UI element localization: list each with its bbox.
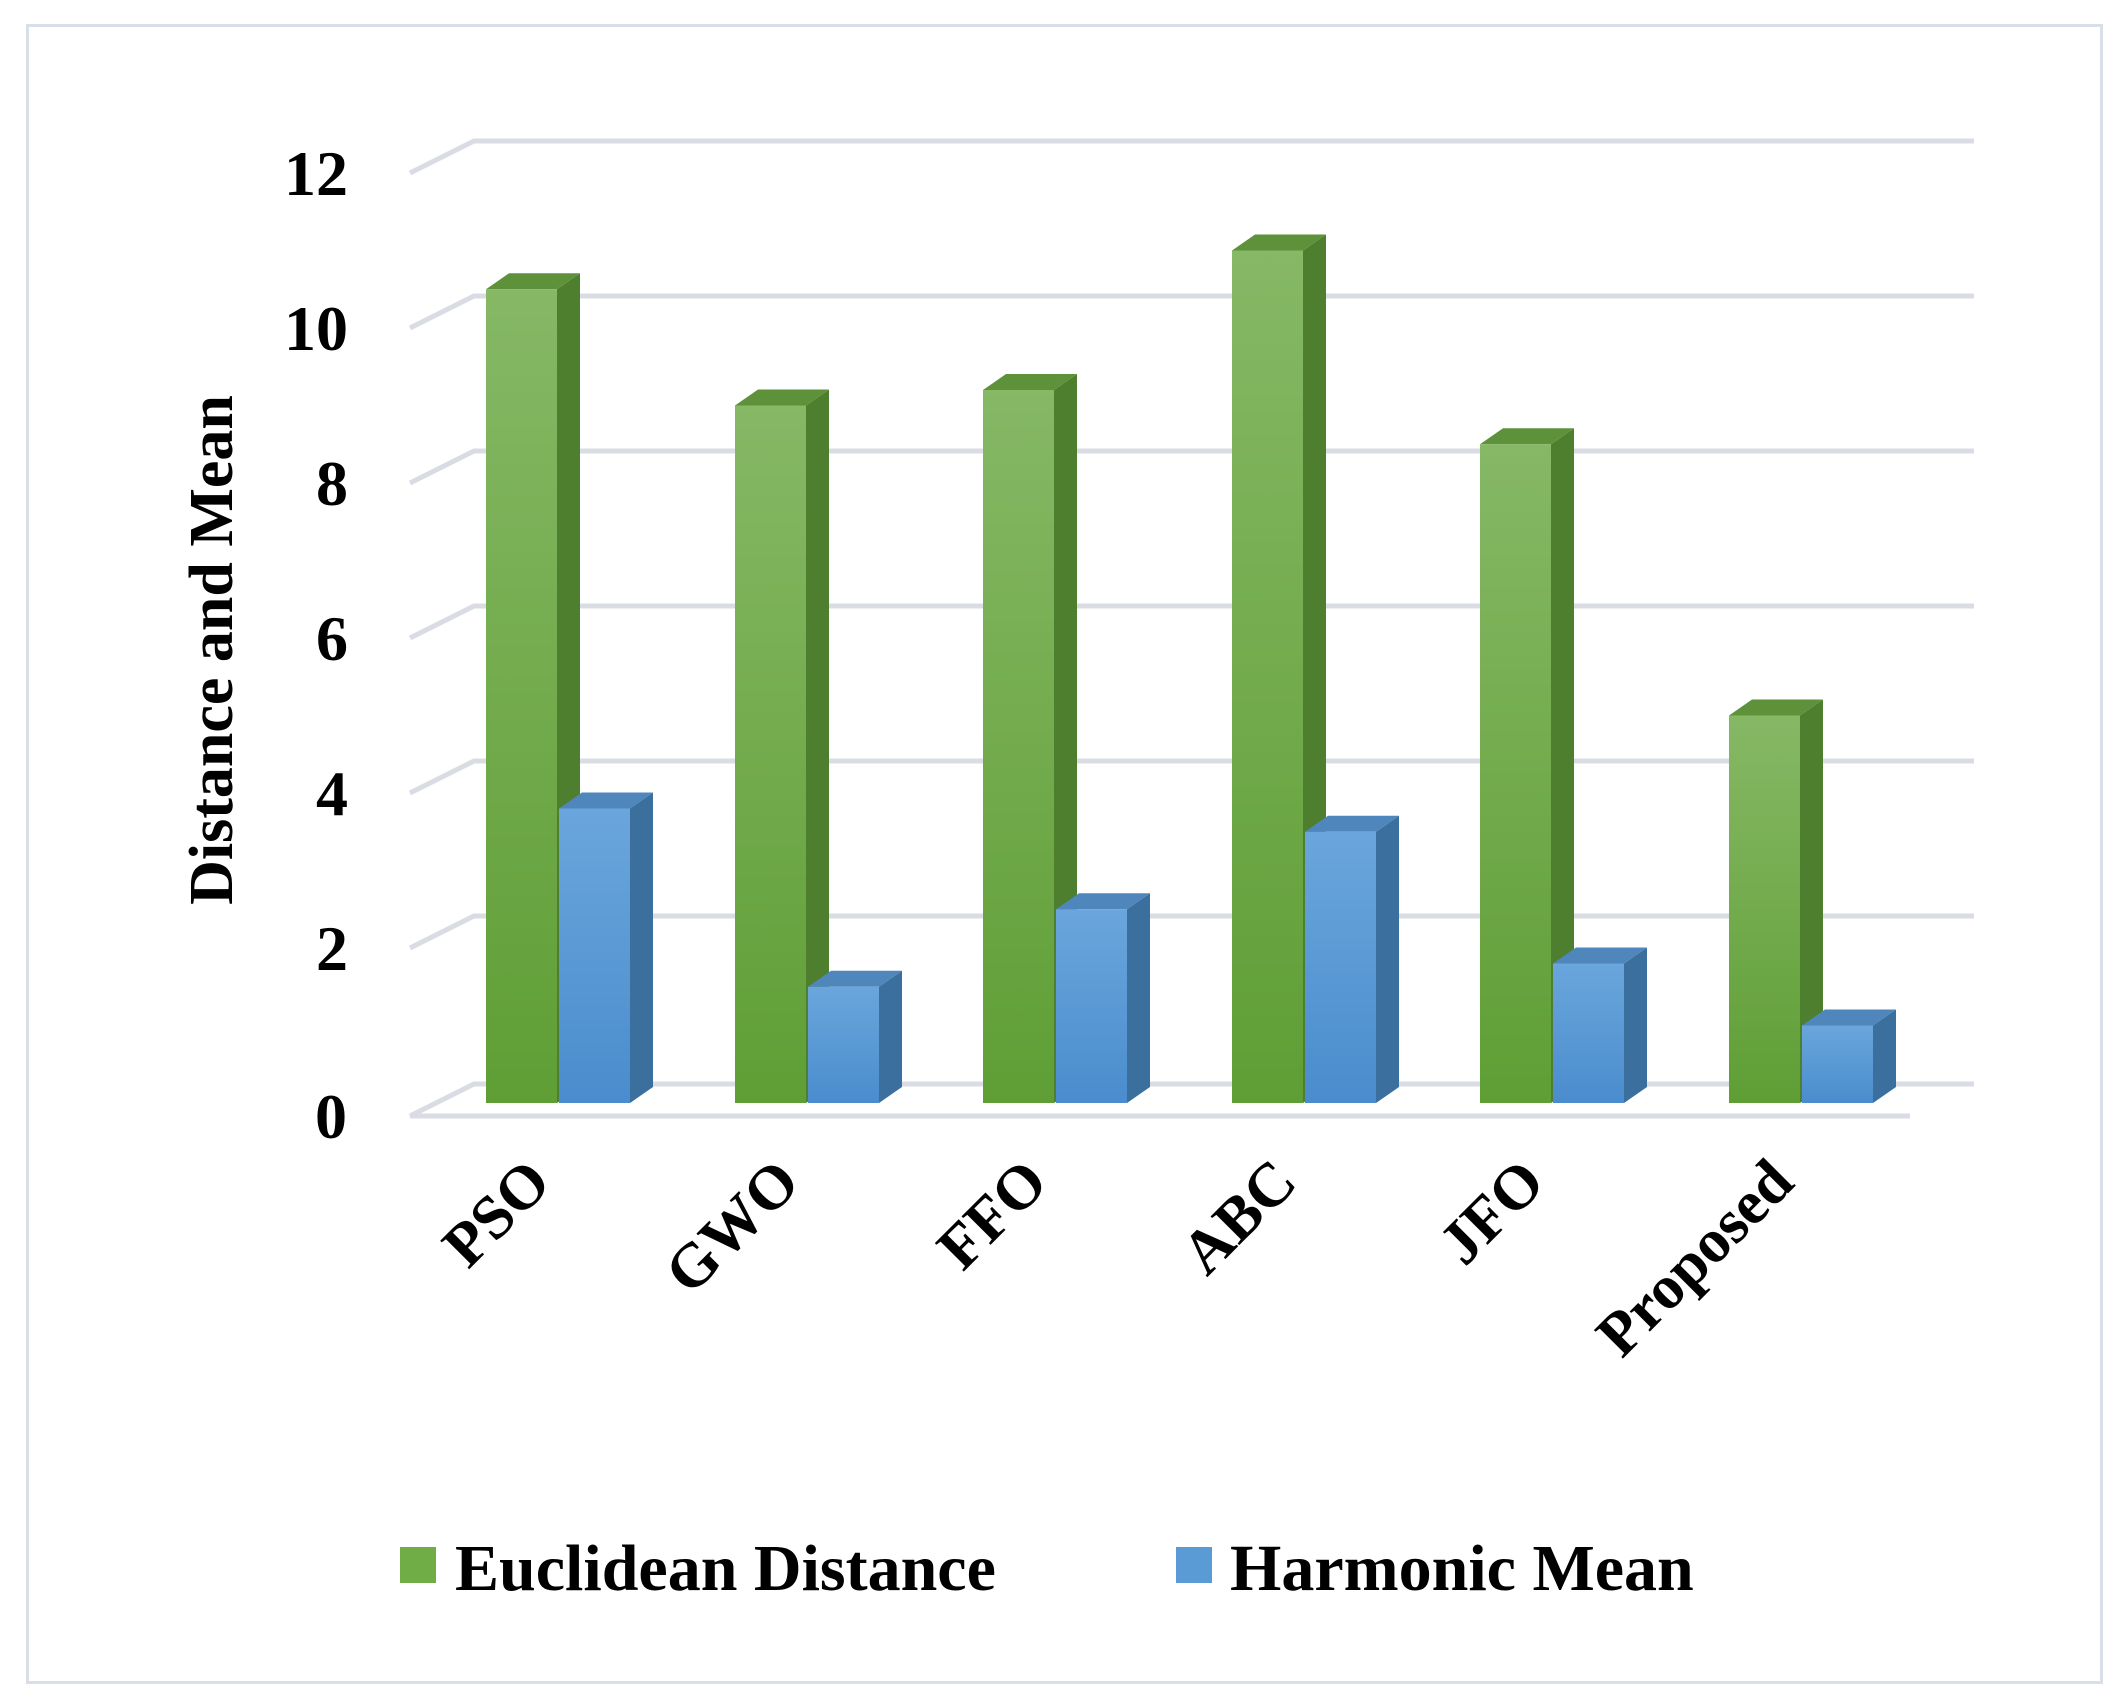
bar-front <box>1305 831 1376 1103</box>
bar-side <box>1376 815 1399 1103</box>
legend-swatch-euclidean <box>400 1547 436 1583</box>
bar-front <box>1056 909 1127 1103</box>
bar-front <box>983 390 1054 1103</box>
gridline <box>408 603 1974 641</box>
bar-jfo-harmonic <box>1553 947 1647 1103</box>
legend: Euclidean Distance Harmonic Mean <box>400 1532 1694 1605</box>
bar-front <box>559 808 630 1103</box>
x-axis-categories: PSO GWO FFO ABC JFO Proposed <box>430 1147 1806 1370</box>
bar-front <box>1729 715 1800 1103</box>
bar-side <box>1800 699 1823 1103</box>
x-category-label: PSO <box>430 1147 563 1280</box>
bar-pso-harmonic <box>559 792 653 1103</box>
bar-abc-harmonic <box>1305 815 1399 1103</box>
bar-top <box>486 273 580 290</box>
legend-label-euclidean: Euclidean Distance <box>455 1532 996 1605</box>
y-tick-label: 8 <box>316 448 348 519</box>
gridline <box>408 293 1974 331</box>
bar-front <box>1232 250 1303 1103</box>
bar-front <box>735 405 806 1103</box>
bar-front <box>1802 1025 1873 1103</box>
bar-front <box>808 986 879 1103</box>
legend-label-harmonic: Harmonic Mean <box>1230 1532 1694 1605</box>
bar-side <box>806 389 829 1103</box>
bar-top <box>808 970 902 987</box>
bar-gwo-harmonic <box>808 970 902 1103</box>
x-category-label: GWO <box>652 1147 812 1307</box>
y-axis-ticks: 0 2 4 6 8 10 12 <box>284 138 348 1152</box>
bar-top <box>1729 699 1823 716</box>
bar-front <box>486 289 557 1103</box>
bar-side <box>1873 1009 1896 1103</box>
bar-top <box>735 389 829 406</box>
y-axis-title: Distance and Mean <box>178 395 246 905</box>
bar-side <box>1551 428 1574 1103</box>
y-tick-label: 12 <box>284 138 348 209</box>
bar-top <box>1802 1009 1896 1026</box>
gridline <box>408 448 1974 486</box>
gridline <box>408 758 1974 796</box>
bar-side <box>879 970 902 1103</box>
bar-side <box>1127 893 1150 1103</box>
y-tick-label: 0 <box>315 1081 347 1152</box>
gridline <box>408 138 1974 176</box>
bar-ffo-harmonic <box>1056 893 1150 1103</box>
bar-top <box>1305 815 1399 832</box>
bar-top <box>983 374 1077 390</box>
x-category-label: JFO <box>1426 1147 1557 1278</box>
x-category-label: FFO <box>925 1147 1061 1283</box>
bar-front <box>1553 963 1624 1103</box>
bar-top <box>1056 893 1150 910</box>
bar-top <box>1232 234 1326 251</box>
bar-top <box>1480 428 1574 445</box>
y-tick-label: 2 <box>316 913 348 984</box>
bar-top <box>559 792 653 809</box>
bar-side <box>1624 947 1647 1103</box>
bar-top <box>1553 947 1647 964</box>
floor-line <box>408 1081 1974 1119</box>
bar-jfo-euclidean <box>1480 428 1574 1103</box>
bars <box>486 234 1896 1103</box>
gridline <box>408 913 1974 951</box>
y-tick-label: 10 <box>284 293 348 364</box>
y-tick-label: 4 <box>316 758 348 829</box>
gridlines <box>408 138 1974 1119</box>
bar-proposed-euclidean <box>1729 699 1823 1103</box>
x-category-label: ABC <box>1169 1147 1310 1288</box>
y-tick-label: 6 <box>316 603 348 674</box>
bar-front <box>1480 444 1551 1103</box>
x-category-label: Proposed <box>1584 1147 1807 1370</box>
legend-swatch-harmonic <box>1176 1547 1212 1583</box>
bar-gwo-euclidean <box>735 389 829 1103</box>
bar-proposed-harmonic <box>1802 1009 1896 1103</box>
bar-side <box>630 792 653 1103</box>
